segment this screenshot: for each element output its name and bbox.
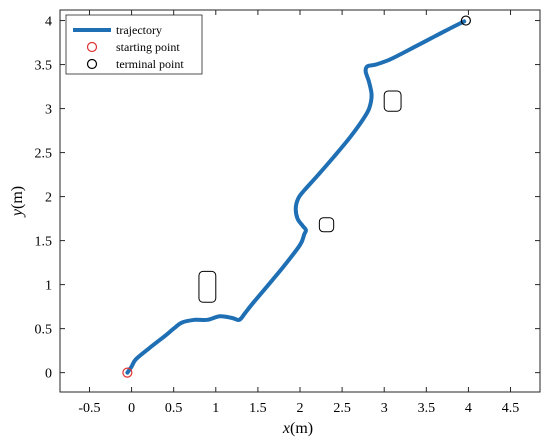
legend-start-label: starting point [116,40,180,54]
trajectory-line [125,19,467,375]
x-tick-label: 0 [128,401,135,416]
y-axis-label: y(m) [9,186,26,218]
y-tick-label: 0 [45,367,52,382]
y-tick-label: 4 [45,15,52,30]
x-axis-label: x(m) [282,420,313,437]
legend-terminal-swatch [86,58,98,70]
y-tick-label: 3.5 [35,59,53,74]
x-tick-label: 0.5 [165,401,183,416]
y-axis-ticks: 0 0.5 1 1.5 2 2.5 3 3.5 4 [35,15,540,382]
legend: trajectory starting point terminal point [65,14,203,75]
terminal-point-marker [460,15,471,26]
x-tick-label: 1.5 [249,401,267,416]
obstacle-rect [383,90,402,112]
x-tick-label: 3 [381,401,388,416]
y-tick-label: 1.5 [35,235,53,250]
obstacles [198,90,402,303]
y-tick-label: 2.5 [35,147,53,162]
legend-terminal-label: terminal point [116,57,184,71]
legend-start-swatch [86,41,98,53]
x-tick-label: 3.5 [418,401,436,416]
x-tick-label: 2 [297,401,304,416]
x-axis-ticks: -0.5 0 0.5 1 1.5 2 2.5 3 3.5 4 4.5 [78,10,519,416]
x-tick-label: 2.5 [333,401,351,416]
legend-trajectory-label: trajectory [116,23,162,37]
obstacle-rect [318,217,335,233]
x-tick-label: 4 [465,401,472,416]
point-markers [122,15,471,378]
y-tick-label: 1 [45,279,52,294]
x-tick-label: -0.5 [78,401,100,416]
x-tick-label: 1 [212,401,219,416]
obstacle-rect [198,270,217,303]
x-tick-label: 4.5 [502,401,520,416]
y-tick-label: 0.5 [35,323,53,338]
starting-point-marker [122,367,133,378]
y-tick-label: 2 [45,191,52,206]
y-tick-label: 3 [45,103,52,118]
